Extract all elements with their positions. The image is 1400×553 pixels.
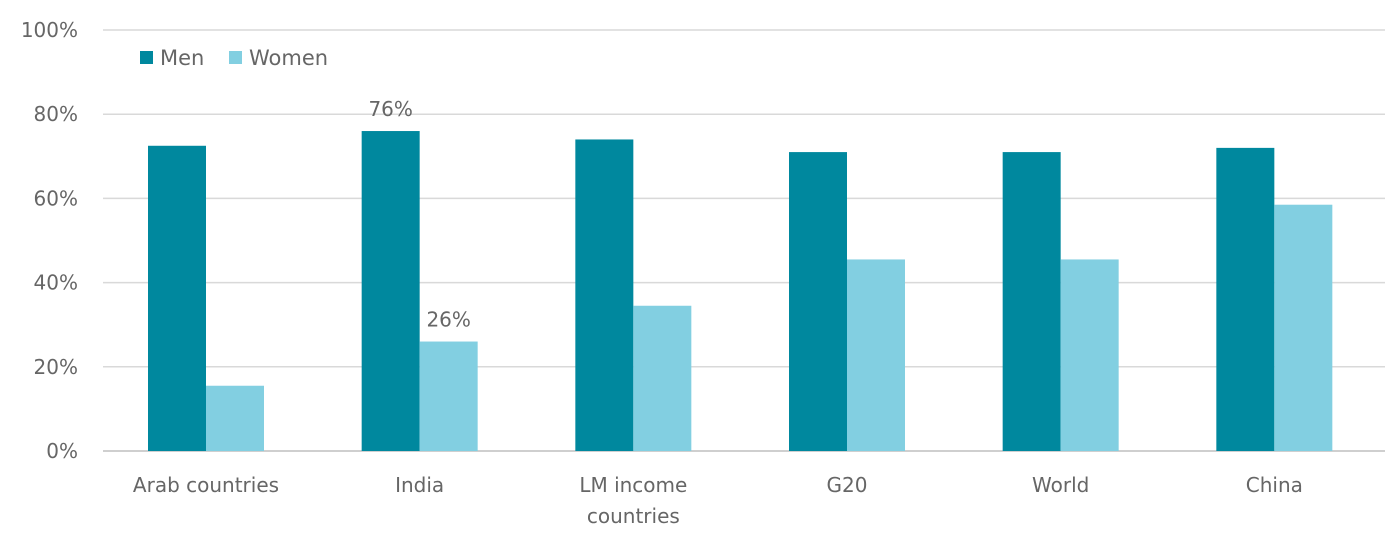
bar-women	[1060, 259, 1119, 451]
x-category-label: Arab countries	[133, 473, 279, 497]
legend: Men Women	[140, 46, 328, 70]
bar-men	[575, 139, 634, 451]
y-tick-label: 20%	[34, 355, 78, 379]
x-axis-categories: Arab countries India LM income countries G20…	[133, 473, 1303, 528]
x-category-label: countries	[587, 504, 680, 528]
bar-men	[789, 152, 847, 451]
legend-swatch-women	[229, 51, 242, 64]
x-category-label: India	[395, 473, 444, 497]
y-tick-label: 80%	[34, 102, 78, 126]
x-category-label: G20	[827, 473, 868, 497]
x-category-label: World	[1032, 473, 1089, 497]
bar-women	[847, 259, 905, 451]
data-label: 76%	[368, 97, 412, 121]
y-axis-ticks: 0% 20% 40% 60% 80% 100%	[21, 18, 78, 463]
bar-men	[1002, 152, 1061, 451]
bars	[148, 131, 1333, 452]
y-tick-label: 0%	[46, 439, 78, 463]
bar-women	[206, 385, 264, 451]
bar-men	[148, 145, 206, 451]
data-labels: 76% 26%	[368, 97, 470, 332]
bar-women	[419, 341, 478, 451]
legend-label-women: Women	[249, 46, 328, 70]
legend-label-men: Men	[160, 46, 204, 70]
bar-women	[1274, 204, 1333, 451]
y-tick-label: 60%	[34, 186, 78, 210]
y-tick-label: 100%	[21, 18, 78, 42]
bar-men	[1216, 147, 1275, 451]
legend-swatch-men	[140, 51, 153, 64]
gridlines	[103, 29, 1385, 452]
bar-women	[633, 305, 692, 451]
bar-men	[361, 131, 420, 452]
x-category-label: China	[1246, 473, 1303, 497]
y-tick-label: 40%	[34, 271, 78, 295]
x-category-label: LM income	[579, 473, 687, 497]
data-label: 26%	[426, 308, 470, 332]
